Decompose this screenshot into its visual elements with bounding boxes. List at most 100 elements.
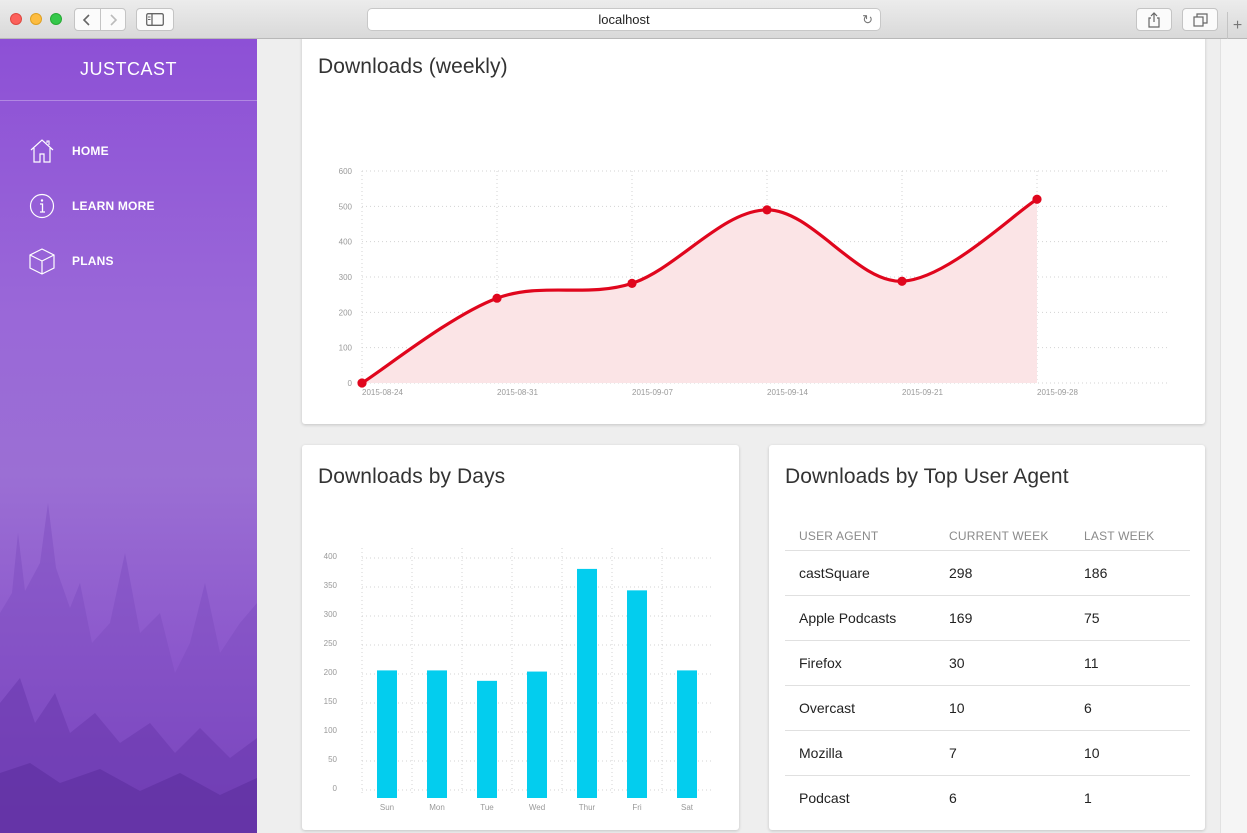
downloads-by-days-chart: 0 50 100 150 200 250 300 350 400 Sun Mon Tue Wed Thur… <box>324 548 712 812</box>
table-row: Apple Podcasts 169 75 <box>785 595 1190 641</box>
y-tick-label: 350 <box>324 581 338 590</box>
brand-logo[interactable]: JUSTCAST <box>0 39 257 101</box>
minimize-window-button[interactable] <box>30 13 42 25</box>
y-tick-label: 500 <box>339 202 353 211</box>
address-bar[interactable]: localhost ↻ <box>367 8 881 31</box>
bar <box>427 670 447 798</box>
history-nav <box>74 8 126 31</box>
main-content: Downloads (weekly) 0 100 200 300 400 500 600 20… <box>257 39 1220 833</box>
data-point <box>762 205 772 215</box>
weekly-downloads-card: Downloads (weekly) 0 100 200 300 400 500 600 20… <box>302 39 1205 424</box>
x-tick-label: Wed <box>529 803 545 812</box>
sidebar-item-home[interactable]: HOME <box>28 136 109 166</box>
y-tick-label: 200 <box>339 308 353 317</box>
page-scrollbar[interactable] <box>1220 39 1247 833</box>
back-button[interactable] <box>75 9 100 30</box>
close-window-button[interactable] <box>10 13 22 25</box>
user-agent-cell: Overcast <box>785 685 935 731</box>
table-row: Overcast 10 6 <box>785 685 1190 731</box>
user-agent-cell: castSquare <box>785 550 935 596</box>
tabs-icon <box>1192 12 1208 27</box>
bar <box>377 670 397 798</box>
weekly-downloads-chart: 0 100 200 300 400 500 600 2015-08-24 2015-08-31 2… <box>339 167 1170 397</box>
column-header-current-week[interactable]: CURRENT WEEK <box>935 523 1070 551</box>
days-chart-grid <box>361 548 712 796</box>
x-tick-label: Sat <box>681 803 694 812</box>
downloads-by-days-card: Downloads by Days 0 50 100 150 200 250 300 350 4… <box>302 445 739 830</box>
last-week-cell: 75 <box>1070 595 1190 641</box>
new-tab-button[interactable]: + <box>1227 12 1247 39</box>
sidebar-item-label: PLANS <box>72 254 114 268</box>
x-tick-label: Tue <box>480 803 494 812</box>
x-tick-label: 2015-08-31 <box>497 388 538 397</box>
y-tick-label: 0 <box>348 379 353 388</box>
table-row: Mozilla 7 10 <box>785 730 1190 776</box>
y-tick-label: 150 <box>324 697 338 706</box>
x-tick-label: 2015-09-14 <box>767 388 808 397</box>
y-tick-label: 400 <box>339 238 353 247</box>
sidebar-toggle-button[interactable] <box>136 8 174 31</box>
y-tick-label: 250 <box>324 639 338 648</box>
y-tick-label: 600 <box>339 167 353 176</box>
chevron-left-icon <box>83 13 91 26</box>
sidebar-item-label: LEARN MORE <box>72 199 155 213</box>
x-tick-label: 2015-09-07 <box>632 388 673 397</box>
current-week-cell: 298 <box>935 550 1070 596</box>
bar <box>577 568 597 798</box>
area-fill <box>362 199 1037 383</box>
card-title: Downloads by Days <box>318 465 506 488</box>
x-tick-label: Fri <box>632 803 642 812</box>
y-tick-label: 400 <box>324 552 338 561</box>
column-header-last-week[interactable]: LAST WEEK <box>1070 523 1190 551</box>
bar <box>627 590 647 798</box>
data-point <box>357 378 367 388</box>
y-tick-label: 200 <box>324 668 338 677</box>
card-title: Downloads (weekly) <box>318 55 508 78</box>
y-tick-label: 300 <box>339 273 353 282</box>
x-tick-label: Thur <box>579 803 596 812</box>
user-agent-table: USER AGENT CURRENT WEEK LAST WEEK castSq… <box>785 523 1190 820</box>
table-row: castSquare 298 186 <box>785 550 1190 596</box>
table-header-row: USER AGENT CURRENT WEEK LAST WEEK <box>785 523 1190 551</box>
user-agent-cell: Apple Podcasts <box>785 595 935 641</box>
y-tick-label: 50 <box>328 755 337 764</box>
user-agent-card: Downloads by Top User Agent USER AGENT C… <box>769 445 1205 830</box>
current-week-cell: 10 <box>935 685 1070 731</box>
column-header-user-agent[interactable]: USER AGENT <box>785 523 935 551</box>
data-point <box>627 278 637 288</box>
forward-button[interactable] <box>99 9 125 30</box>
last-week-cell: 6 <box>1070 685 1190 731</box>
x-tick-label: 2015-09-28 <box>1037 388 1078 397</box>
y-tick-label: 0 <box>333 784 338 793</box>
chevron-right-icon <box>110 13 118 26</box>
sidebar-item-plans[interactable]: PLANS <box>28 246 114 276</box>
current-week-cell: 169 <box>935 595 1070 641</box>
share-icon <box>1148 11 1160 28</box>
x-tick-label: 2015-08-24 <box>362 388 403 397</box>
y-tick-label: 300 <box>324 610 338 619</box>
user-agent-cell: Podcast <box>799 789 850 806</box>
user-agent-cell: Firefox <box>785 640 935 686</box>
forest-background-image <box>0 503 257 833</box>
data-point <box>1032 194 1042 204</box>
data-point <box>897 276 907 286</box>
current-week-cell: 6 <box>949 789 957 806</box>
maximize-window-button[interactable] <box>50 13 62 25</box>
browser-toolbar: localhost ↻ + <box>0 0 1247 39</box>
x-tick-label: Mon <box>429 803 445 812</box>
current-week-cell: 7 <box>935 730 1070 776</box>
share-button[interactable] <box>1136 8 1172 31</box>
table-row: Podcast 6 1 <box>785 775 1190 820</box>
home-icon <box>30 139 54 163</box>
user-agent-cell: Mozilla <box>785 730 935 776</box>
last-week-cell: 186 <box>1070 550 1190 596</box>
series-line <box>361 197 1038 385</box>
last-week-cell: 1 <box>1084 789 1092 806</box>
reload-icon[interactable]: ↻ <box>862 12 873 27</box>
show-tabs-button[interactable] <box>1182 8 1218 31</box>
sidebar-item-learn-more[interactable]: LEARN MORE <box>28 191 155 221</box>
sidebar-icon <box>146 13 164 26</box>
table-row: Firefox 30 11 <box>785 640 1190 686</box>
sidebar: JUSTCAST HOME LEARN MORE PLANS <box>0 39 257 833</box>
sidebar-item-label: HOME <box>72 144 109 158</box>
